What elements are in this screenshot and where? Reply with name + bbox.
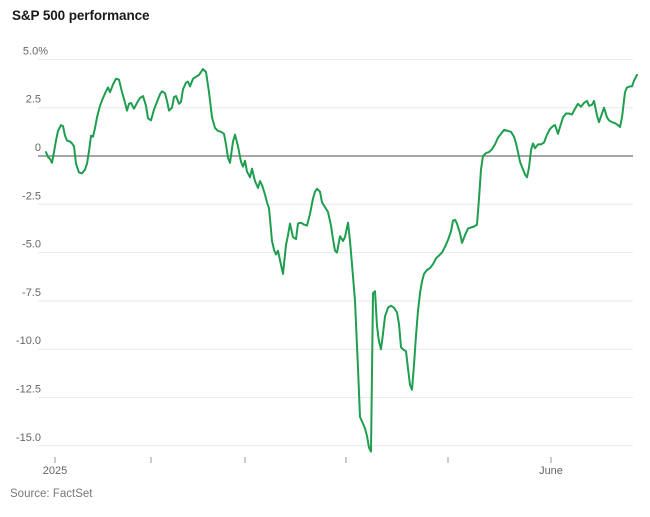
- source-note: Source: FactSet: [10, 488, 93, 500]
- y-axis-label: -12.5: [16, 384, 41, 396]
- x-axis-label: June: [539, 465, 563, 477]
- y-axis-label: -2.5: [22, 190, 41, 202]
- x-axis-label: 2025: [43, 465, 67, 477]
- y-axis-label: -10.0: [16, 335, 41, 347]
- chart-title: S&P 500 performance: [12, 8, 150, 23]
- y-axis-label: -7.5: [22, 287, 41, 299]
- y-axis-label: -15.0: [16, 432, 41, 444]
- y-axis-label: 0: [35, 142, 41, 154]
- y-axis-label: 5.0%: [23, 45, 48, 57]
- y-axis-label: -5.0: [22, 239, 41, 251]
- sp500-line: [45, 68, 638, 453]
- y-axis-label: 2.5: [26, 94, 41, 106]
